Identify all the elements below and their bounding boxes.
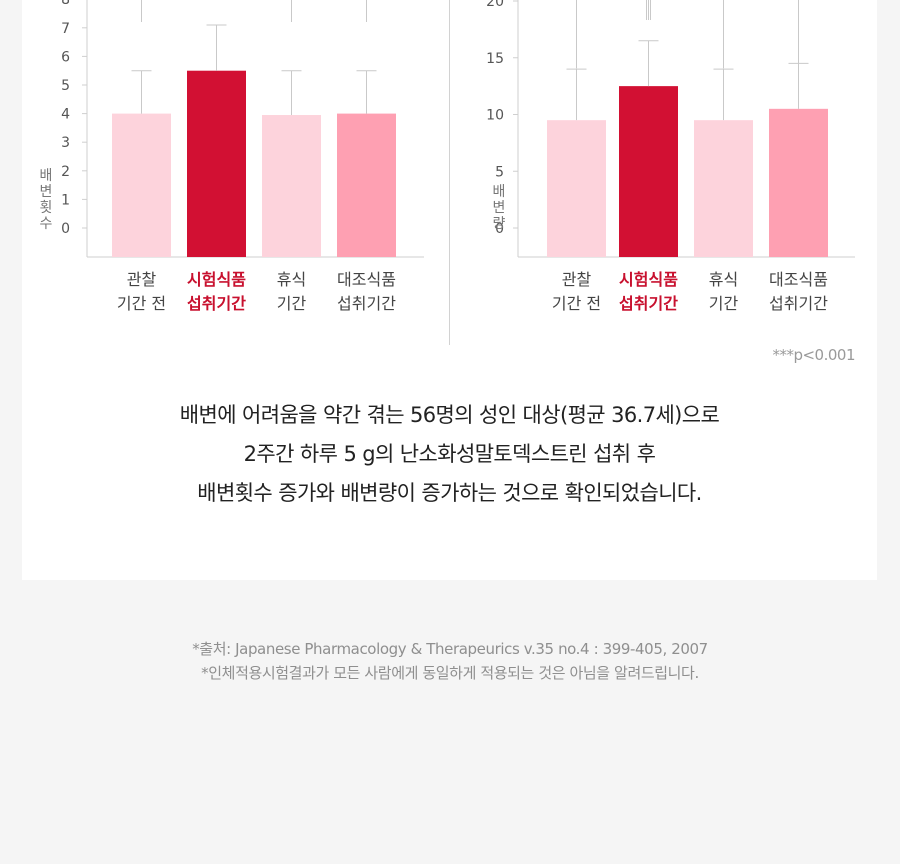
category-label: 기간 전 (117, 294, 166, 313)
y-axis-label-char: 변 (40, 184, 53, 200)
y-axis-label-char: 수 (40, 216, 53, 232)
chart-divider (449, 0, 450, 345)
y-tick-label: 10 (486, 108, 504, 124)
footnotes: *출처: Japanese Pharmacology & Therapeuric… (0, 637, 900, 685)
significance-note: ***p<0.001 (772, 346, 855, 364)
y-tick-label: 0 (61, 221, 70, 237)
category-label: 기간 (277, 294, 307, 313)
y-axis-label-char: 배 (493, 184, 506, 200)
bar (262, 115, 321, 257)
category-label: 관찰 (127, 270, 157, 289)
category-label: 기간 전 (552, 294, 601, 313)
y-axis-label-char: 횟 (40, 200, 53, 216)
y-tick-label: 5 (61, 78, 70, 94)
footnote-source: *출처: Japanese Pharmacology & Therapeuric… (192, 640, 708, 658)
summary-line: 배변횟수 증가와 배변량이 증가하는 것으로 확인되었습니다. (197, 481, 702, 505)
bar (694, 120, 753, 257)
bar (547, 120, 606, 257)
category-label: 관찰 (562, 270, 592, 289)
category-label: 휴식 (277, 270, 306, 289)
y-tick-label: 20 (486, 0, 504, 10)
y-axis-label-char: 변 (493, 200, 506, 216)
category-label: 섭취기간 (769, 294, 828, 313)
category-label: 섭취기간 (337, 294, 396, 313)
bar (337, 113, 396, 257)
bar (619, 86, 678, 257)
y-tick-label: 15 (486, 51, 504, 67)
y-tick-label: 2 (61, 164, 70, 180)
y-tick-label: 7 (61, 21, 70, 37)
y-tick-label: 5 (495, 164, 504, 180)
category-label: 시험식품 (187, 270, 246, 289)
footnote-disclaimer: *인체적용시험결과가 모든 사람에게 동일하게 적용되는 것은 아님을 알려드립… (201, 664, 699, 682)
y-tick-label: 8 (61, 0, 70, 8)
summary-line: 배변에 어려움을 약간 겪는 56명의 성인 대상(평균 36.7세)으로 (179, 403, 720, 427)
y-tick-label: 1 (61, 192, 70, 208)
category-label: 대조식품 (769, 270, 828, 289)
category-label: 시험식품 (619, 270, 678, 289)
y-tick-label: 0 (495, 221, 504, 237)
y-axis-label-char: 량 (493, 216, 506, 232)
y-tick-label: 4 (61, 107, 70, 123)
category-label: 섭취기간 (187, 294, 246, 313)
y-tick-label: 6 (61, 49, 70, 65)
y-tick-label: 3 (61, 135, 70, 151)
category-label: 기간 (709, 294, 739, 313)
category-label: 휴식 (709, 270, 738, 289)
y-axis-label-char: 배 (40, 168, 53, 184)
bar (187, 70, 246, 257)
chart-card: 0 1 2 3 4 5 6 7 8 배 변 횟 수 관찰 기간 전 시험식품 섭취기간 휴식 기간 대조식품 섭취기간 … (22, 0, 877, 580)
category-label: 대조식품 (337, 270, 396, 289)
result-summary: 배변에 어려움을 약간 겪는 56명의 성인 대상(평균 36.7세)으로 2주… (22, 396, 877, 513)
summary-line: 2주간 하루 5 g의 난소화성말토덱스트린 섭취 후 (243, 442, 656, 466)
category-label: 섭취기간 (619, 294, 678, 313)
bar (112, 113, 171, 257)
bar (769, 108, 828, 257)
